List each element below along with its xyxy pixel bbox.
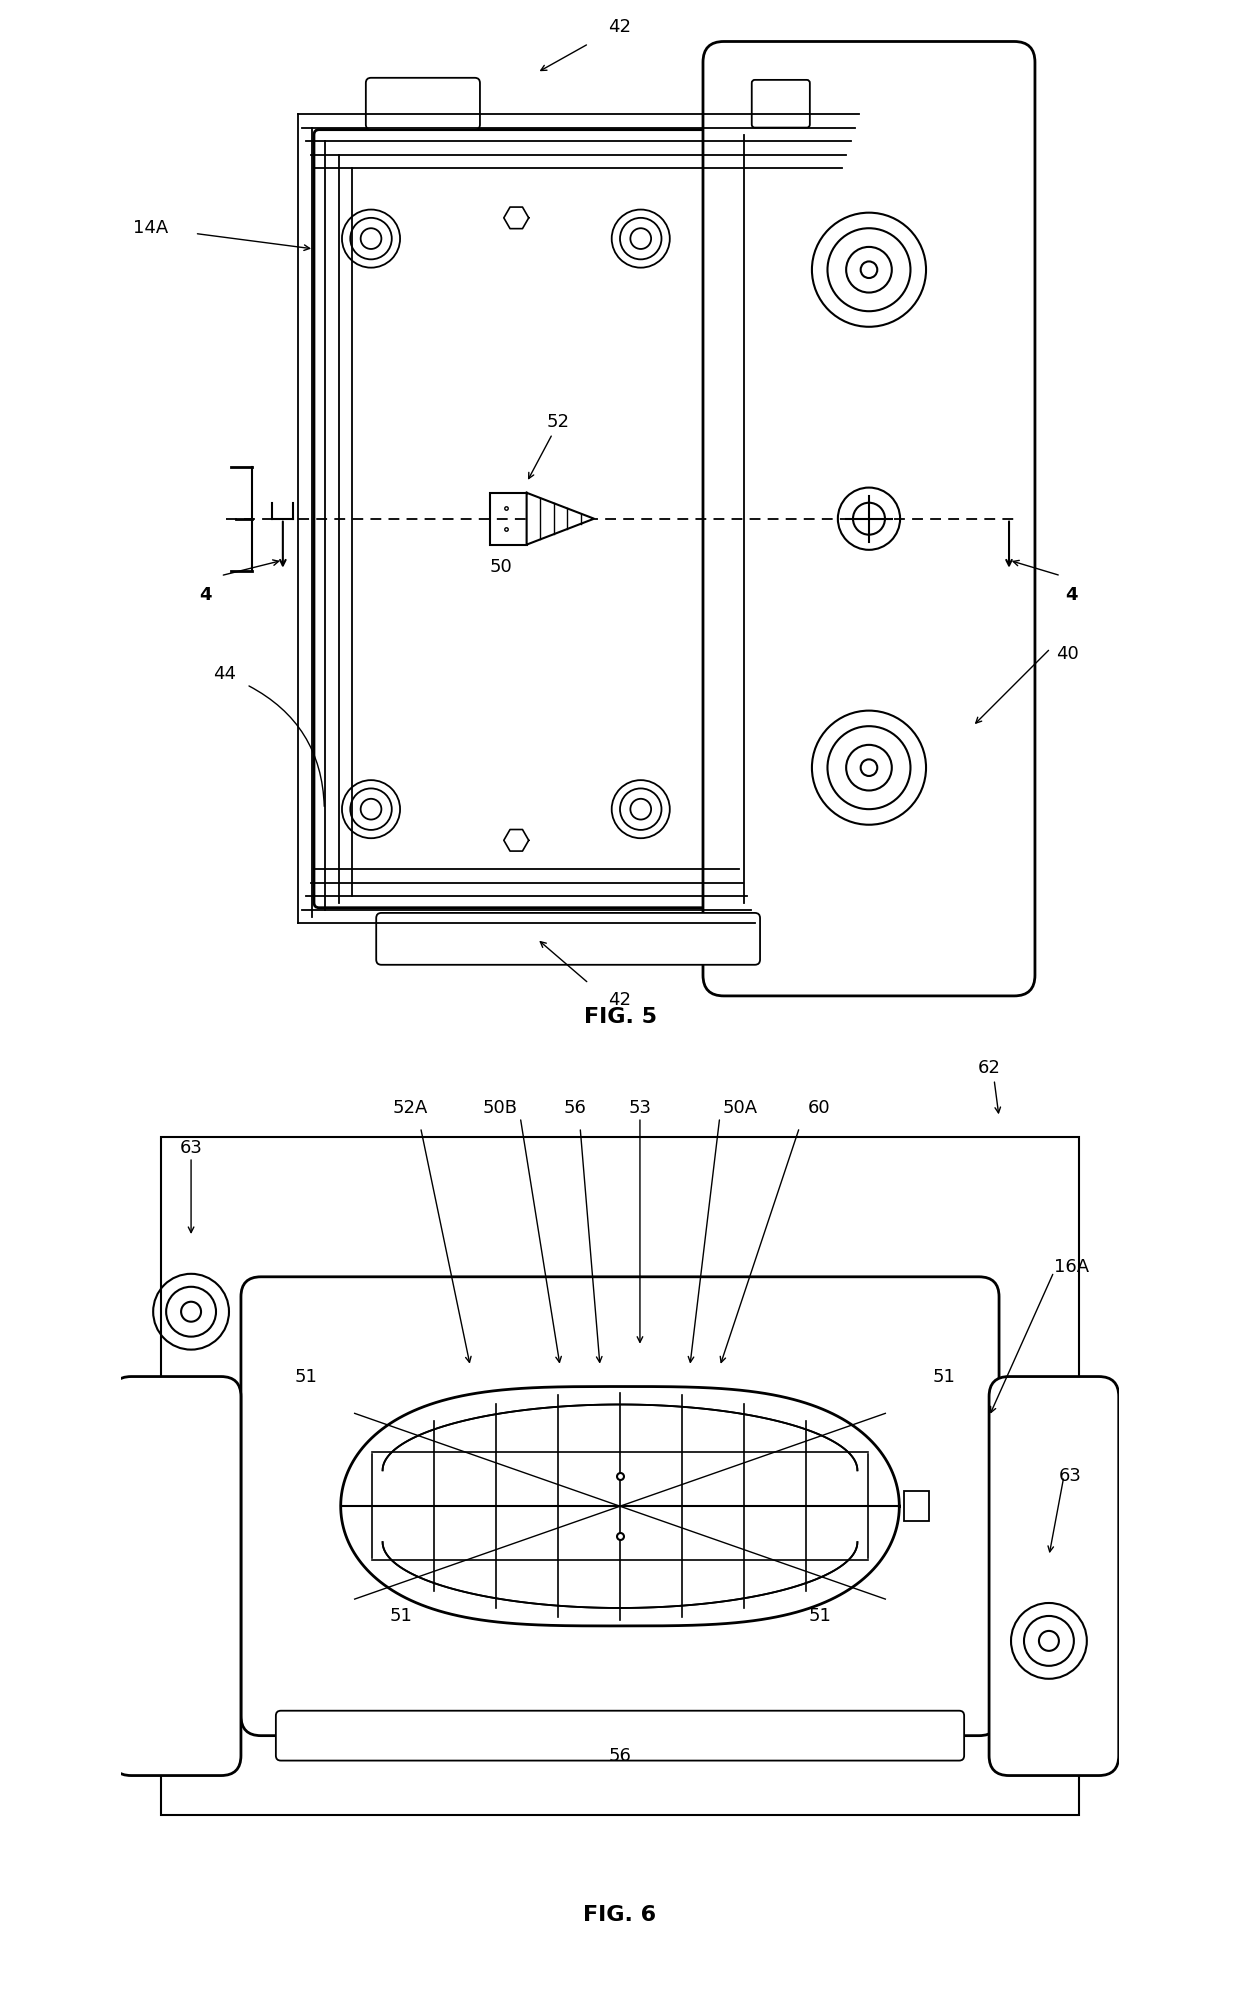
Text: 60: 60 [808,1099,831,1117]
Text: 52A: 52A [393,1099,428,1117]
FancyBboxPatch shape [275,1710,965,1760]
FancyBboxPatch shape [904,1492,929,1520]
Text: 40: 40 [1055,644,1079,662]
Text: FIG. 5: FIG. 5 [584,1007,656,1027]
Text: 56: 56 [609,1746,631,1766]
Polygon shape [527,493,594,545]
Text: 42: 42 [609,992,631,1009]
Text: 16A: 16A [1054,1257,1089,1277]
Text: 51: 51 [389,1606,412,1626]
FancyBboxPatch shape [314,130,750,908]
FancyBboxPatch shape [366,78,480,130]
Text: 51: 51 [294,1367,317,1387]
FancyBboxPatch shape [990,1377,1118,1776]
Text: 56: 56 [564,1099,587,1117]
Text: 52: 52 [547,413,569,431]
FancyBboxPatch shape [376,914,760,966]
Text: 53: 53 [629,1099,651,1117]
Text: 14A: 14A [134,219,169,237]
FancyBboxPatch shape [161,1137,1079,1815]
FancyBboxPatch shape [751,80,810,128]
Text: 62: 62 [977,1059,1001,1077]
Text: 50B: 50B [482,1099,518,1117]
Text: 63: 63 [1059,1466,1081,1486]
Text: 4: 4 [1065,587,1078,604]
FancyBboxPatch shape [490,493,527,545]
Text: 51: 51 [932,1367,956,1387]
Text: 4: 4 [198,587,211,604]
FancyBboxPatch shape [112,1377,241,1776]
Text: 51: 51 [808,1606,831,1626]
Text: 44: 44 [213,664,236,684]
Text: 50A: 50A [722,1099,758,1117]
Text: FIG. 6: FIG. 6 [584,1905,656,1925]
Text: 42: 42 [609,18,631,36]
Text: 50: 50 [490,559,512,577]
FancyBboxPatch shape [241,1277,999,1736]
Text: 63: 63 [180,1139,202,1157]
FancyBboxPatch shape [703,42,1035,996]
